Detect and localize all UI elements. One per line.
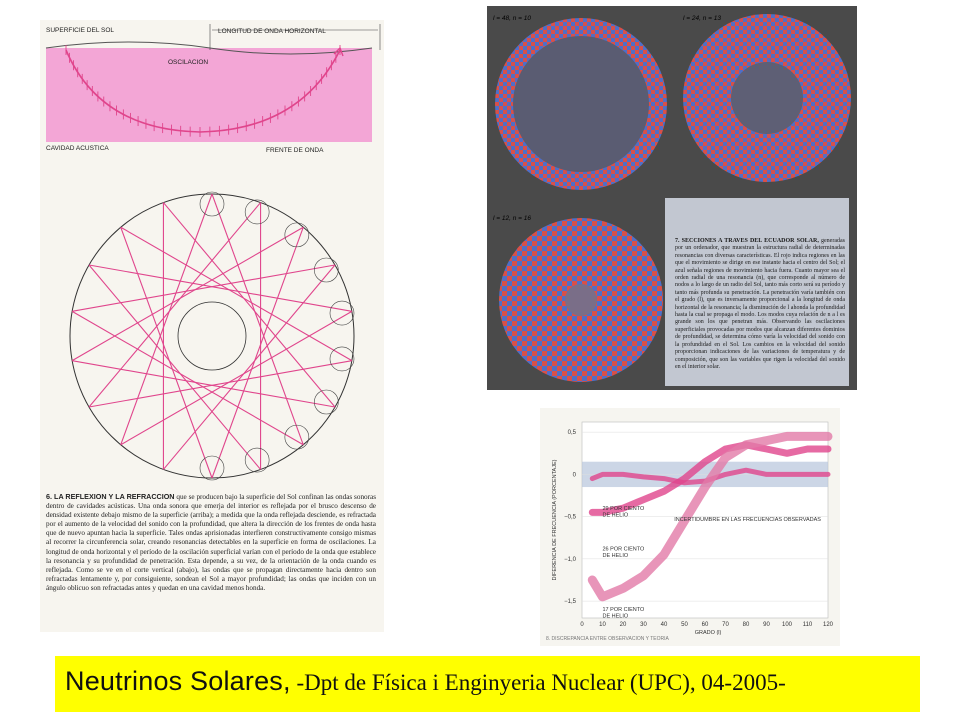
panel-label-3: l = 12, n = 16 [493,215,531,222]
annotation-17-helium: 17 POR CIENTO [603,607,645,613]
x-tick-label: 10 [599,622,606,628]
scallop-arc [199,455,225,481]
arrow-icon [333,46,344,57]
ray-line [72,360,336,408]
wavefront-ticks [65,45,341,137]
mode-disks: l = 48, n = 10 l = 24, n = 13 l = 12, n … [493,14,851,382]
footer-subtitle: -Dpt de Física i Enginyeria Nuclear (UPC… [290,670,786,695]
ray-line [88,360,352,408]
solar-mode-plate: l = 48, n = 10 l = 24, n = 13 l = 12, n … [487,6,857,390]
x-tick-label: 30 [640,622,647,628]
x-tick-label: 20 [620,622,627,628]
label-wavelength: LONGITUD DE ONDA HORIZONTAL [218,28,326,35]
plate-caption-panel: 7. SECCIONES A TRAVES DEL ECUADOR SOLAR,… [665,198,849,386]
chart-footer-caption: 8. DISCREPANCIA ENTRE OBSERVACION Y TEOR… [546,636,669,642]
y-tick-label: 0 [573,472,577,478]
scallop-arc [314,389,339,415]
ray-line [88,264,261,470]
label-surface: SUPERFICIE DEL SOL [46,27,114,34]
acoustic-cavity-diagram: SUPERFICIE DEL SOL LONGITUD DE ONDA HORI… [45,24,381,154]
x-tick-label: 50 [681,622,688,628]
panel-label-1: l = 48, n = 10 [493,15,531,22]
sun-outline [69,193,355,479]
x-tick-label: 70 [722,622,729,628]
annotation-29-helium: DE HELIO [603,512,629,518]
panel-label-2: l = 24, n = 13 [683,15,721,22]
annotation-26-helium: 26 POR CIENTO [603,546,645,552]
ray-line [88,202,261,408]
footer-banner: Neutrinos Solares, -Dpt de Física i Engi… [55,656,920,712]
scallop-arc [329,300,355,326]
mode-disk-1: l = 48, n = 10 [493,15,667,190]
scallop-arc [244,447,270,473]
footer-title: Neutrinos Solares, [65,666,291,696]
ray-line [120,226,353,362]
mode-disk-3: l = 12, n = 16 [493,215,663,382]
y-tick-label: 0,5 [568,430,577,436]
annotation-17-helium: DE HELIO [603,614,629,620]
label-wavefront: FRENTE DE ONDA [266,147,324,154]
ray-line [72,264,336,312]
footer-line: Neutrinos Solares, -Dpt de Física i Engi… [65,666,786,697]
caption-lead: 6. LA REFLEXION Y LA REFRACCION [46,492,175,501]
y-axis-label: DIFERENCIA DE FRECUENCIA (PORCENTAJE) [552,459,558,580]
ray-line [211,227,304,479]
surface-scallops [199,191,355,481]
x-tick-label: 120 [823,622,834,628]
x-tick-label: 0 [580,622,584,628]
x-axis-label: GRADO (l) [695,630,722,636]
annotation-uncertainty: INCERTIDUMBRE EN LAS FRECUENCIAS OBSERVA… [674,517,821,523]
ray-line [211,193,304,445]
scallop-arc [284,424,310,450]
x-tick-label: 100 [782,622,793,628]
plate-caption-body: generadas por un ordenador, que muestran… [675,238,845,370]
ray-line [163,202,336,408]
x-tick-label: 80 [743,622,750,628]
x-tick-label: 60 [702,622,709,628]
scallop-arc [244,199,270,225]
plate-caption-lead: 7. SECCIONES A TRAVES DEL ECUADOR SOLAR, [675,238,819,244]
helium-chart-panel: 0,5 0 −0,5 −1,0 −1,5 0 10 20 30 40 50 60 70 80 90 100 11… [540,408,840,646]
ray-line [120,310,353,446]
ray-line [71,310,304,446]
cavity-fill [46,48,372,142]
ray-star [71,193,353,479]
figure-7-caption: 7. SECCIONES A TRAVES DEL ECUADOR SOLAR,… [675,238,845,371]
frequency-difference-chart: 0,5 0 −0,5 −1,0 −1,5 0 10 20 30 40 50 60 70 80 90 100 11… [552,421,834,636]
ray-paths-circle-diagram [69,191,355,481]
scallop-arc [284,222,310,248]
x-tick-label: 110 [803,622,813,628]
label-oscillation: OSCILACION [168,59,208,66]
mode-disk-2: l = 24, n = 13 [683,14,851,182]
series-band [588,441,832,516]
annotation-26-helium: DE HELIO [603,553,629,559]
annotation-29-helium: 29 POR CIENTO [603,506,645,512]
x-tick-label: 90 [763,622,770,628]
x-tick-label: 40 [661,622,668,628]
left-figure-page: SUPERFICIE DEL SOL LONGITUD DE ONDA HORI… [40,20,384,632]
ray-line [163,264,336,470]
ray-line [88,264,352,312]
y-tick-label: −1,0 [564,557,577,563]
inner-turning-circle [177,301,247,371]
ray-line [120,227,213,479]
caption-body: que se producen bajo la superficie del S… [46,493,377,592]
figure-6-caption: 6. LA REFLEXION Y LA REFRACCION que se p… [46,492,376,593]
ray-line [71,226,304,362]
series-band [587,431,833,602]
label-cavity: CAVIDAD ACUSTICA [46,145,109,152]
ray-line [120,193,213,445]
y-tick-label: −1,5 [564,599,577,605]
scallop-arc [199,191,225,217]
y-tick-label: −0,5 [564,515,577,521]
scallop-arc [329,346,355,372]
scallop-arc [314,257,339,283]
